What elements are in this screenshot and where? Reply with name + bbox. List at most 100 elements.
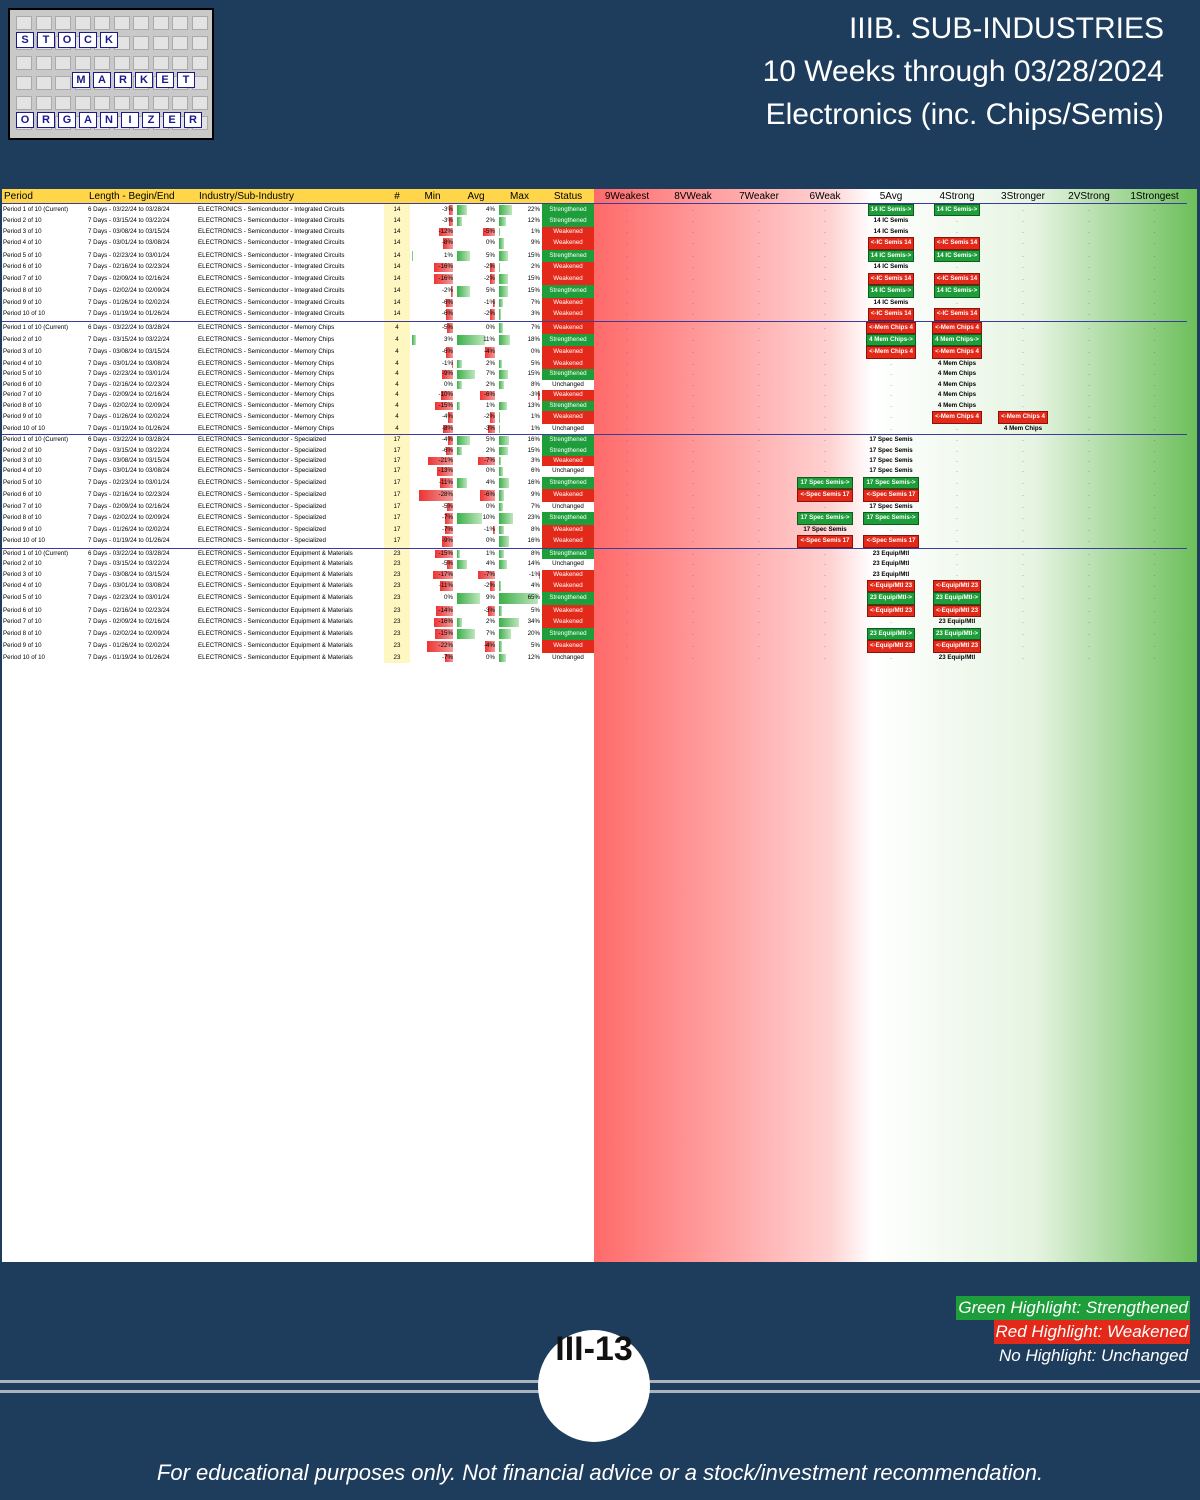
stage-cell: . [890,401,892,409]
table-row: Period 7 of 10 7 Days - 02/09/24 to 02/16… [2,617,1187,628]
avg-cell-value: 9% [486,594,495,602]
avg-cell: 0% [455,535,497,548]
stage-cell: <-Spec Semis 17 [858,489,924,502]
min-cell: -16% [410,617,455,627]
status-cell: Strengthened [542,369,594,380]
logo-tile [74,56,91,70]
stage-cell: . [890,359,892,367]
max-cell-value: 1% [531,413,540,421]
stage-cell: . [1022,380,1024,388]
stage-label: <-IC Semis 14 [933,272,981,286]
stage-cell: . [692,560,694,568]
stage-label: <-Mem Chips 4 [866,346,916,359]
stage-cell: . [1153,298,1156,306]
stage-label: 4 Mem Chips [937,391,977,399]
max-cell-value: 9% [531,239,540,247]
column-header: 4Strong [939,190,975,202]
min-cell-bar [443,238,453,249]
avg-cell-bar [457,205,467,216]
table-row: Period 2 of 10 7 Days - 03/15/24 to 03/22… [2,559,1187,570]
stage-label: <-IC Semis 14 [867,308,915,321]
avg-cell-value: 10% [482,514,495,522]
status-cell: Weakened [542,346,594,359]
avg-cell-bar [485,641,495,652]
min-cell-value: 3% [444,335,453,343]
stage-cell: . [758,298,760,306]
stage-cell: 14 IC Semis-> [924,285,990,298]
industry-cell: ELECTRONICS - Semiconductor - Specialize… [197,535,384,549]
logo-letter: I [121,112,139,128]
stage-cell: . [824,581,826,589]
max-cell: 15% [497,250,542,262]
sub-industry-table: Period Length - Begin/End Industry/Sub-Ind… [2,189,1197,1262]
count-cell: 23 [384,547,410,560]
stage-cell: . [1153,478,1156,486]
industry-cell: ELECTRONICS - Semiconductor - Memory Chi… [197,369,384,380]
min-cell: -21% [410,456,455,466]
table-row: Period 4 of 10 7 Days - 03/01/24 to 03/08… [2,466,1187,477]
period-cell: Period 6 of 10 [2,379,87,391]
length-cell: 7 Days - 02/02/24 to 02/09/24 [87,627,197,641]
min-cell: -1% [410,359,455,369]
logo-tile [55,16,71,30]
length-cell: 7 Days - 02/23/24 to 03/01/24 [87,249,197,263]
avg-cell-bar [457,334,485,346]
count-cell: 14 [384,272,410,286]
column-header: 1Strongest [1130,190,1179,202]
table-row: Period 3 of 10 7 Days - 03/08/24 to 03/15… [2,455,1187,467]
min-cell-bar [447,322,453,333]
max-cell: 15% [497,285,542,297]
logo-tile [191,96,208,110]
stage-cell: . [692,380,694,388]
min-cell-bar [445,446,453,455]
status-cell: Unchanged [552,424,584,432]
stage-label: <-Equip/Mtl 23 [932,579,982,593]
stage-label: <-Mem Chips 4 [866,322,916,334]
table-row: Period 2 of 10 7 Days - 03/15/24 to 03/22… [2,216,1187,227]
min-cell-value: -8% [441,424,453,432]
stage-cell: <-Equip/Mtl 23 [924,579,990,593]
stage-label: 17 Spec Semis [869,467,913,475]
stage-cell: . [1088,239,1090,247]
avg-cell-bar [482,227,495,237]
stage-cell: . [1088,491,1090,499]
stage-cell: . [1088,401,1090,409]
stage-cell: . [626,310,628,318]
stage-label: 4 Mem Chips [937,380,977,388]
industry-cell: ELECTRONICS - Semiconductor - Specialize… [197,466,384,477]
stage-cell: . [1122,320,1187,334]
industry-cell: ELECTRONICS - Semiconductor Equipment & … [197,559,384,570]
stage-cell: . [1088,274,1090,282]
min-cell-value: -17% [438,570,453,578]
length-cell: 7 Days - 03/08/24 to 03/15/24 [87,346,197,359]
min-cell-value: -7% [441,653,453,661]
avg-cell-bar [490,580,495,592]
stage-cell: <-Mem Chips 4 [924,411,990,424]
stage-cell: 14 IC Semis-> [858,249,924,263]
status-cell: Weakened [542,617,594,628]
stage-cell: . [692,502,694,510]
logo-tile [55,56,71,70]
stage-cell: . [1022,348,1024,356]
stage-cell: 17 Spec Semis [858,456,924,466]
industry-cell: ELECTRONICS - Semiconductor - Specialize… [197,434,384,446]
count-cell: 23 [384,592,410,605]
length-cell: 7 Days - 03/01/24 to 03/08/24 [87,466,197,477]
stage-cell: 23 Equip/Mtl [858,547,924,560]
stage-cell: . [1153,537,1156,545]
avg-cell-bar [490,263,495,272]
max-cell: 3% [497,456,542,466]
stage-cell: . [792,203,858,217]
stage-label: 23 Equip/Mtl-> [866,627,916,641]
logo-tile [191,16,208,30]
stage-cell: . [626,380,628,388]
status-cell: Strengthened [542,285,594,298]
stage-label: <-Equip/Mtl 23 [866,579,916,593]
logo-tile [133,56,149,70]
min-cell-bar [444,653,453,663]
logo-tile [113,16,130,30]
avg-cell: -5% [455,227,497,237]
avg-cell-value: 1% [486,401,495,409]
logo-letter: M [72,72,90,88]
length-cell: 7 Days - 03/15/24 to 03/22/24 [87,216,197,227]
